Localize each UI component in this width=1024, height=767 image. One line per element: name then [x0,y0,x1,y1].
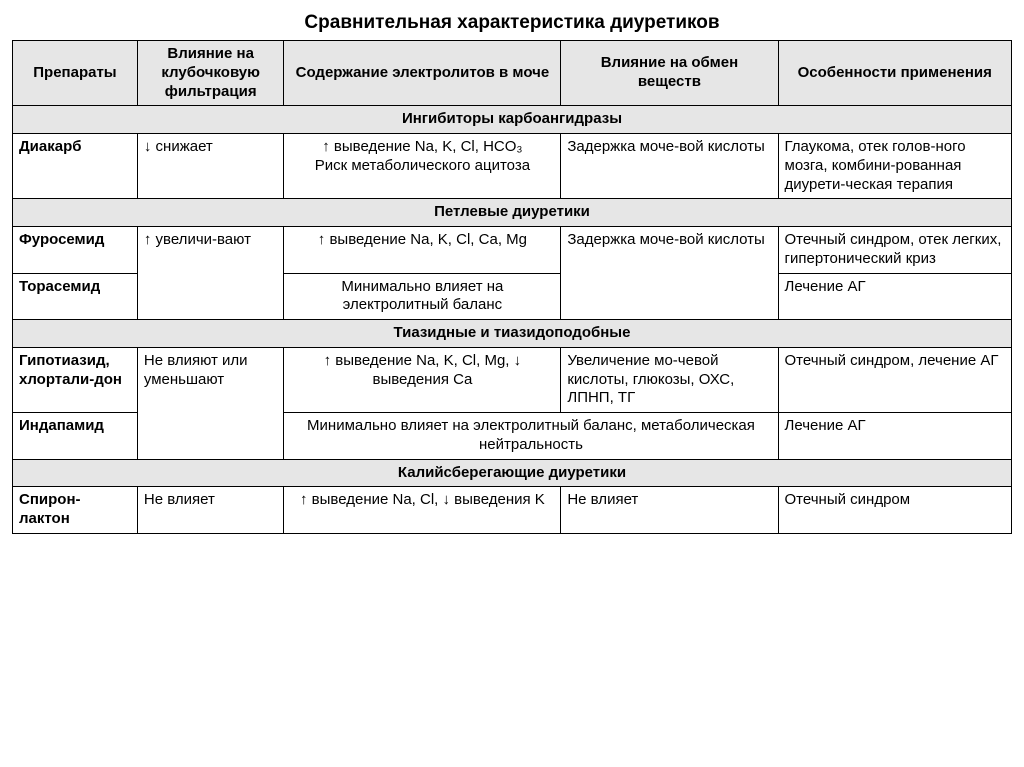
cell-electrolytes: ↑ выведение Na, K, Cl, Ca, Mg [284,227,561,274]
drug-name: Гипотиазид, хлортали-дон [13,347,138,412]
col-usage: Особенности применения [778,41,1011,106]
col-drug: Препараты [13,41,138,106]
cell-use: Лечение АГ [778,413,1011,460]
cell-electrolytes-metab: Минимально влияет на электролитный балан… [284,413,778,460]
elec-line: ↑ выведение Na, K, Cl, HCO₃ [290,138,554,157]
header-row: Препараты Влияние на клубочковую фильтра… [13,41,1012,106]
cell-metab: Не влияет [561,487,778,534]
drug-name: Индапамид [13,413,138,460]
cell-use: Отечный синдром [778,487,1011,534]
cell-gfr: Не влияет [137,487,284,534]
col-gfr: Влияние на клубочковую фильтрация [137,41,284,106]
cell-metab: Увеличение мо-чевой кислоты, глюкозы, ОХ… [561,347,778,412]
col-electrolytes: Содержание электролитов в моче [284,41,561,106]
section-2: Петлевые диуретики [13,199,1012,227]
section-row: Петлевые диуретики [13,199,1012,227]
cell-metab: Задержка моче-вой кислоты [561,134,778,199]
cell-electrolytes: Минимально влияет на электролитный балан… [284,273,561,320]
drug-name: Фуросемид [13,227,138,274]
table-row: Фуросемид ↑ увеличи-вают ↑ выведение Na,… [13,227,1012,274]
col-metabolism: Влияние на обмен веществ [561,41,778,106]
section-row: Ингибиторы карбоангидразы [13,106,1012,134]
table-row: Диакарб ↓ снижает ↑ выведение Na, K, Cl,… [13,134,1012,199]
section-4: Калийсберегающие диуретики [13,459,1012,487]
cell-use: Отечный синдром, отек легких, гипертонич… [778,227,1011,274]
cell-electrolytes: ↑ выведение Na, K, Cl, HCO₃ Риск метабол… [284,134,561,199]
section-3: Тиазидные и тиазидоподобные [13,320,1012,348]
cell-gfr: Не влияют или уменьшают [137,347,284,459]
drug-name: Спирон-лактон [13,487,138,534]
cell-use: Отечный синдром, лечение АГ [778,347,1011,412]
cell-gfr: ↑ увеличи-вают [137,227,284,320]
drug-name: Торасемид [13,273,138,320]
section-row: Тиазидные и тиазидоподобные [13,320,1012,348]
cell-electrolytes: ↑ выведение Na, K, Cl, Mg, ↓ выведения C… [284,347,561,412]
table-row: Гипотиазид, хлортали-дон Не влияют или у… [13,347,1012,412]
drug-name: Диакарб [13,134,138,199]
cell-gfr: ↓ снижает [137,134,284,199]
elec-line: Риск метаболического ацитоза [290,157,554,176]
cell-use: Глаукома, отек голов-ного мозга, комбини… [778,134,1011,199]
cell-use: Лечение АГ [778,273,1011,320]
table-row: Спирон-лактон Не влияет ↑ выведение Na, … [13,487,1012,534]
section-1: Ингибиторы карбоангидразы [13,106,1012,134]
cell-electrolytes: ↑ выведение Na, Cl, ↓ выведения K [284,487,561,534]
cell-metab: Задержка моче-вой кислоты [561,227,778,320]
diuretics-table: Препараты Влияние на клубочковую фильтра… [12,40,1012,534]
section-row: Калийсберегающие диуретики [13,459,1012,487]
page-title: Сравнительная характеристика диуретиков [12,12,1012,34]
